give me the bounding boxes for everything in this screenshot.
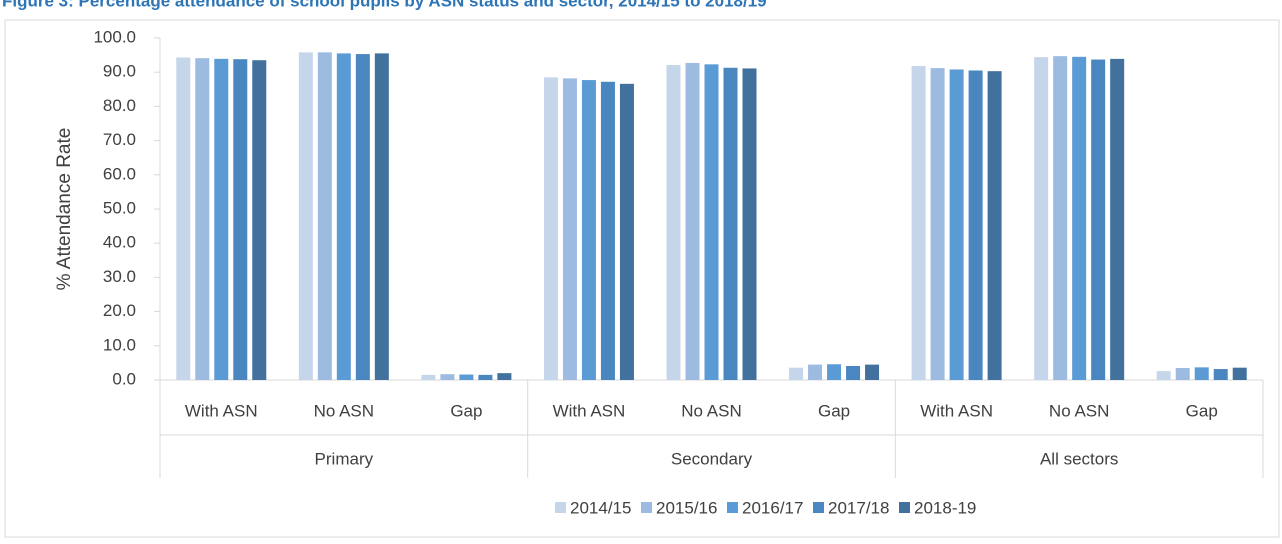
legend-label: 2018-19 [914, 498, 976, 517]
bar [827, 364, 842, 380]
y-tick-label: 30.0 [103, 267, 136, 286]
x-tick-label: No ASN [1049, 401, 1109, 420]
y-tick-label: 0.0 [112, 369, 136, 388]
bar [1072, 56, 1087, 381]
bar [176, 57, 191, 381]
bar [1053, 56, 1068, 380]
legend-label: 2017/18 [828, 498, 889, 517]
bar [704, 64, 719, 381]
legend-swatch [813, 502, 824, 513]
bar [233, 59, 248, 380]
bar [478, 374, 493, 380]
bar [1091, 59, 1106, 381]
group-label: Secondary [671, 449, 753, 468]
bar [421, 374, 436, 380]
bar [987, 71, 1002, 380]
legend-label: 2016/17 [742, 498, 803, 517]
bar [1175, 368, 1190, 380]
bar [1156, 371, 1171, 380]
bar [1034, 57, 1049, 380]
bar [374, 53, 389, 380]
y-tick-label: 70.0 [103, 130, 136, 149]
chart-title: Figure 3: Percentage attendance of schoo… [2, 0, 767, 10]
y-tick-label: 40.0 [103, 233, 136, 252]
bar [846, 365, 861, 380]
bar [252, 60, 267, 380]
legend-swatch [641, 502, 652, 513]
bar [930, 68, 945, 380]
bar [581, 80, 596, 380]
legend-swatch [555, 502, 566, 513]
bar [742, 68, 757, 381]
bar [195, 58, 210, 380]
group-label: Primary [315, 449, 374, 468]
bar [666, 65, 681, 380]
x-tick-label: No ASN [681, 401, 741, 420]
bar [789, 367, 804, 380]
y-axis-title: % Attendance Rate [54, 128, 75, 291]
x-tick-label: With ASN [553, 401, 626, 420]
x-tick-label: Gap [1186, 401, 1218, 420]
bar [497, 373, 512, 380]
y-tick-label: 10.0 [103, 335, 136, 354]
legend-swatch [899, 502, 910, 513]
x-tick-label: With ASN [920, 401, 993, 420]
bar [355, 54, 370, 380]
bar [685, 62, 700, 380]
bar [600, 81, 615, 380]
bar [911, 66, 926, 380]
bar [619, 83, 634, 380]
y-tick-label: 50.0 [103, 198, 136, 217]
bar [1213, 369, 1228, 380]
bar [298, 52, 313, 380]
bar [865, 364, 880, 380]
legend-label: 2014/15 [570, 498, 631, 517]
y-tick-label: 80.0 [103, 96, 136, 115]
bar [214, 58, 229, 380]
y-tick-label: 20.0 [103, 301, 136, 320]
x-tick-label: With ASN [185, 401, 258, 420]
bar [968, 70, 983, 381]
bar [440, 374, 455, 380]
x-tick-label: No ASN [314, 401, 374, 420]
y-tick-label: 100.0 [93, 27, 136, 46]
bar [723, 67, 738, 380]
y-tick-label: 60.0 [103, 164, 136, 183]
bar [459, 374, 474, 380]
x-tick-label: Gap [818, 401, 850, 420]
bar [808, 364, 823, 380]
y-tick-label: 90.0 [103, 62, 136, 81]
x-tick-label: Gap [450, 401, 482, 420]
bar [562, 78, 577, 380]
bar [1110, 58, 1125, 380]
bar [1194, 367, 1209, 380]
legend-swatch [727, 502, 738, 513]
bar [543, 77, 558, 380]
legend-label: 2015/16 [656, 498, 717, 517]
bar [336, 53, 351, 380]
group-label: All sectors [1040, 449, 1118, 468]
bar [949, 69, 964, 381]
bar [1232, 367, 1247, 380]
bar [317, 52, 332, 380]
